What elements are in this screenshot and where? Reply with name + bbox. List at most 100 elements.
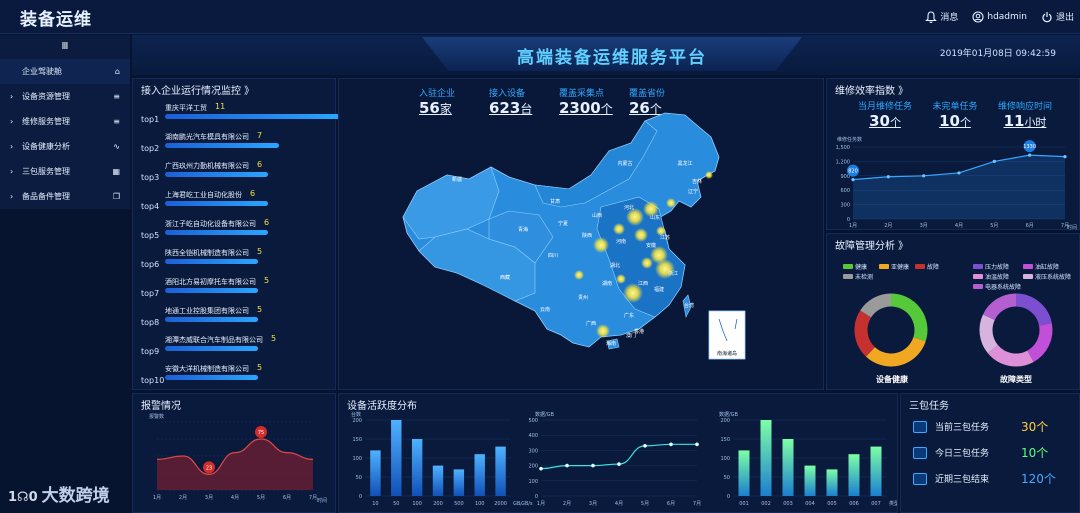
donut-slice[interactable] xyxy=(860,293,892,318)
bar[interactable] xyxy=(826,469,838,496)
legend-item[interactable]: 健康 xyxy=(843,262,867,271)
donut-slice[interactable] xyxy=(854,310,876,357)
bar[interactable] xyxy=(411,439,423,496)
user-menu[interactable]: hdadmin xyxy=(972,10,1027,23)
enterprise-row[interactable]: 浙江子屹自动化设备有限公司 top5 6 xyxy=(137,217,333,246)
line-point xyxy=(539,466,543,471)
donut-slice[interactable] xyxy=(866,336,926,367)
donut-slice[interactable] xyxy=(979,314,999,354)
enterprise-row[interactable]: 安徽大洋机械制造有限公司 top10 5 xyxy=(137,362,333,391)
line-point xyxy=(851,178,855,182)
data-label: 75 xyxy=(258,430,264,436)
sanbao-task[interactable]: 当前三包任务 30个 xyxy=(913,420,1073,434)
enterprise-list: 重庆平洋工贸 top1 11 湖南鹏光汽车模具有限公司 top2 7 广西玖州力勤机械有限公… xyxy=(137,101,341,391)
map-stat-unit: 台 xyxy=(520,102,533,116)
banner-plate xyxy=(422,37,802,71)
legend-item[interactable]: 未检测 xyxy=(843,272,873,281)
map-stat-value: 26 xyxy=(629,99,650,117)
task-unit: 个 xyxy=(1036,420,1049,434)
hotspots xyxy=(574,171,713,338)
x-tick: 4月 xyxy=(955,223,963,229)
y-tick: 1,500 xyxy=(836,145,850,151)
bar[interactable] xyxy=(495,446,506,496)
bell-icon xyxy=(925,10,938,23)
fault-panel-title[interactable]: 故障管理分析 》 xyxy=(835,241,909,252)
enterprise-row[interactable]: 陕西全铠机械制造有限公司 top6 5 xyxy=(137,246,333,275)
donut-slice[interactable] xyxy=(1026,323,1053,362)
x-axis-label: 时间 xyxy=(317,497,327,504)
bar[interactable] xyxy=(804,465,816,496)
efficiency-panel-title[interactable]: 维修效率指数 》 xyxy=(835,86,909,97)
bar[interactable] xyxy=(738,450,750,496)
donut-slice[interactable] xyxy=(890,293,928,342)
line-point xyxy=(992,159,996,163)
bar[interactable] xyxy=(474,454,485,496)
legend-item[interactable]: 亚健康 xyxy=(879,262,909,271)
bar[interactable] xyxy=(848,454,860,496)
bar[interactable] xyxy=(370,450,381,496)
messages-button[interactable]: 消息 xyxy=(925,10,958,23)
x-tick: 5月 xyxy=(641,501,649,507)
enterprise-name: 酒阳北方易初摩托车有限公司 xyxy=(165,278,256,286)
enterprise-count: 5 xyxy=(271,334,277,343)
sanbao-task[interactable]: 今日三包任务 10个 xyxy=(913,446,1073,460)
legend-item[interactable]: 压力故障 xyxy=(973,262,1009,271)
legend-item[interactable]: 液压系统故障 xyxy=(1023,272,1071,281)
bar[interactable] xyxy=(760,420,772,496)
x-tick: 001 xyxy=(739,501,749,507)
enterprise-row[interactable]: 湖南鹏光汽车模具有限公司 top2 7 xyxy=(137,130,333,159)
enterprise-bar xyxy=(165,230,268,235)
enterprise-bar xyxy=(165,375,258,380)
enterprise-row[interactable]: 湘潭杰威联合汽车制品有限公司 top9 5 xyxy=(137,333,333,362)
enterprise-count: 6 xyxy=(264,218,270,227)
activity-panel: 设备活跃度分布 台数 0 50 100 150 200 10 50 100 200 500 100 20… xyxy=(338,393,898,513)
province-label: 浙江 xyxy=(668,270,678,277)
sanbao-task[interactable]: 近期三包结束 120个 xyxy=(913,472,1073,486)
enterprise-rank: top9 xyxy=(141,347,160,356)
legend-item[interactable]: 油温故障 xyxy=(973,272,1009,281)
sidebar-item[interactable]: › 设备健康分析 ∿ xyxy=(0,134,130,159)
x-tick: 100 xyxy=(475,501,485,507)
sidebar-item[interactable]: › 维修服务管理 ≡ xyxy=(0,109,130,134)
enterprise-bar xyxy=(165,201,268,206)
donut-slice[interactable] xyxy=(982,293,1017,321)
enterprise-row[interactable]: 广西玖州力勤机械有限公司 top3 6 xyxy=(137,159,333,188)
donut-slice[interactable] xyxy=(987,344,1034,367)
enterprise-row[interactable]: 地通工业控股集团有限公司 top8 5 xyxy=(137,304,333,333)
inner-mongolia-region xyxy=(534,120,658,208)
x-tick: 002 xyxy=(761,501,771,507)
legend-item[interactable]: 故障 xyxy=(915,262,939,271)
donut-slice[interactable] xyxy=(1015,293,1052,326)
x-tick: 006 xyxy=(849,501,859,507)
enterprise-name: 上海君屹工业自动化股份 xyxy=(165,191,242,199)
bar[interactable] xyxy=(870,446,882,496)
enterprise-row[interactable]: 酒阳北方易初摩托车有限公司 top7 5 xyxy=(137,275,333,304)
south-china-sea-inset xyxy=(708,310,746,360)
sidebar-item[interactable]: › 三包服务管理 ▦ xyxy=(0,159,130,184)
logout-button[interactable]: 退出 xyxy=(1041,10,1074,23)
sidebar-item-label: 三包服务管理 xyxy=(22,167,70,176)
enterprise-row[interactable]: 重庆平洋工贸 top1 11 xyxy=(137,101,341,130)
bar[interactable] xyxy=(432,465,444,496)
enterprise-name: 广西玖州力勤机械有限公司 xyxy=(165,162,249,170)
task-unit: 个 xyxy=(1036,446,1049,460)
bar[interactable] xyxy=(391,420,402,496)
sidebar-item-label: 设备资源管理 xyxy=(22,92,70,101)
legend-item[interactable]: 油缸故障 xyxy=(1023,262,1059,271)
enterprise-row[interactable]: 上海君屹工业自动化股份 top4 6 xyxy=(137,188,333,217)
map-stat-label: 接入设备 xyxy=(489,89,526,99)
sidebar-item[interactable]: 企业驾驶舱 ⌂ xyxy=(0,59,130,84)
sidebar-item[interactable]: › 备品备件管理 ❐ xyxy=(0,184,130,209)
x-tick: 005 xyxy=(827,501,837,507)
y-tick: 50 xyxy=(356,475,362,481)
data-label: 820 xyxy=(848,169,858,175)
bar[interactable] xyxy=(453,469,465,496)
bar[interactable] xyxy=(782,439,794,496)
sidebar-toggle-button[interactable]: Ⅲ xyxy=(61,41,69,52)
activity-bar-chart: 台数 0 50 100 150 200 10 50 100 200 500 100 2000 GB/s xyxy=(351,411,521,507)
sidebar-item[interactable]: › 设备资源管理 ≡ xyxy=(0,84,130,109)
line-point xyxy=(617,462,621,466)
legend-item[interactable]: 电器系统故障 xyxy=(973,282,1021,291)
enterprise-panel-title[interactable]: 接入企业运行情况监控 》 xyxy=(141,86,255,97)
